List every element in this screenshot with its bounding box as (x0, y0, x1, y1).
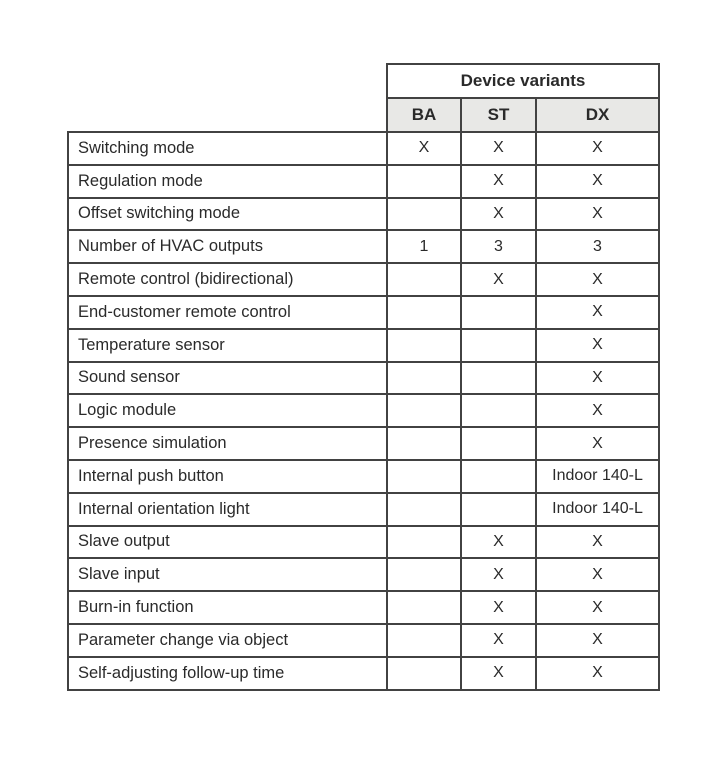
column-header-row: BA ST DX (68, 97, 660, 133)
table-row: Number of HVAC outputs 1 3 3 (67, 229, 660, 265)
row-value: X (535, 590, 660, 625)
table-row: Presence simulation X (67, 426, 660, 461)
group-header-row: Device variants (68, 63, 660, 99)
row-value: 3 (460, 229, 537, 265)
table-row: Sound sensor X (67, 360, 660, 396)
row-label: Presence simulation (67, 426, 388, 461)
row-value: X (535, 294, 660, 330)
row-label: Slave output (67, 524, 388, 560)
row-value (460, 294, 537, 330)
table-row: Switching mode X X X (67, 131, 660, 166)
row-value (386, 294, 462, 330)
row-label: Regulation mode (67, 163, 388, 199)
row-label: Remote control (bidirectional) (67, 262, 388, 297)
row-value: X (535, 524, 660, 560)
table-row: Internal push button Indoor 140-L (67, 458, 660, 494)
table-row: Burn-in function X X (67, 590, 660, 625)
column-header-dx: DX (535, 97, 660, 133)
device-variants-table: Device variants BA ST DX Switching mode … (67, 63, 660, 691)
row-value (386, 196, 462, 232)
row-value: X (460, 196, 537, 232)
row-value: X (460, 557, 537, 593)
row-value (386, 163, 462, 199)
row-value: X (535, 163, 660, 199)
row-label: Internal orientation light (67, 491, 388, 527)
table-row: Logic module X (67, 393, 660, 429)
row-value: X (535, 262, 660, 297)
row-value (386, 327, 462, 363)
row-label: Temperature sensor (67, 327, 388, 363)
table-row: End-customer remote control X (67, 294, 660, 330)
table-group-header: Device variants (386, 63, 660, 99)
row-label: Offset switching mode (67, 196, 388, 232)
row-value (460, 327, 537, 363)
table-row: Regulation mode X X (67, 163, 660, 199)
row-value: X (535, 196, 660, 232)
column-header-ba: BA (386, 97, 462, 133)
row-label: Self-adjusting follow-up time (67, 655, 388, 691)
row-value: X (460, 262, 537, 297)
row-value: X (460, 655, 537, 691)
table-row: Temperature sensor X (67, 327, 660, 363)
row-value: X (460, 131, 537, 166)
row-label: Logic module (67, 393, 388, 429)
row-label: End-customer remote control (67, 294, 388, 330)
row-value (386, 262, 462, 297)
row-value (386, 655, 462, 691)
row-value (460, 491, 537, 527)
row-label: Sound sensor (67, 360, 388, 396)
row-value: X (535, 426, 660, 461)
row-value: Indoor 140-L (535, 491, 660, 527)
corner-blank-cell (68, 98, 387, 132)
row-value (386, 491, 462, 527)
row-value: X (460, 163, 537, 199)
row-value (460, 360, 537, 396)
row-label: Switching mode (67, 131, 388, 166)
row-value: X (535, 393, 660, 429)
row-value: X (535, 327, 660, 363)
row-value: X (535, 131, 660, 166)
row-value: X (460, 590, 537, 625)
table-row: Remote control (bidirectional) X X (67, 262, 660, 297)
row-label: Slave input (67, 557, 388, 593)
row-value: X (535, 622, 660, 658)
corner-blank-cell (68, 64, 387, 98)
row-value (460, 393, 537, 429)
row-label: Burn-in function (67, 590, 388, 625)
row-label: Number of HVAC outputs (67, 229, 388, 265)
row-value (386, 360, 462, 396)
table-row: Parameter change via object X X (67, 622, 660, 658)
row-value: X (535, 360, 660, 396)
row-value (386, 458, 462, 494)
row-value (460, 458, 537, 494)
row-value: X (460, 524, 537, 560)
row-label: Internal push button (67, 458, 388, 494)
row-value (386, 393, 462, 429)
row-value: 1 (386, 229, 462, 265)
row-value (386, 524, 462, 560)
row-value (386, 557, 462, 593)
row-value (386, 622, 462, 658)
table-row: Self-adjusting follow-up time X X (67, 655, 660, 691)
table-row: Slave input X X (67, 557, 660, 593)
column-header-st: ST (460, 97, 537, 133)
row-value: X (460, 622, 537, 658)
row-value (386, 426, 462, 461)
table-row: Offset switching mode X X (67, 196, 660, 232)
row-value: X (386, 131, 462, 166)
table-row: Internal orientation light Indoor 140-L (67, 491, 660, 527)
row-label: Parameter change via object (67, 622, 388, 658)
row-value (386, 590, 462, 625)
row-value: X (535, 557, 660, 593)
table-body: Switching mode X X X Regulation mode X X… (67, 131, 660, 691)
row-value: Indoor 140-L (535, 458, 660, 494)
row-value (460, 426, 537, 461)
table-row: Slave output X X (67, 524, 660, 560)
row-value: X (535, 655, 660, 691)
row-value: 3 (535, 229, 660, 265)
